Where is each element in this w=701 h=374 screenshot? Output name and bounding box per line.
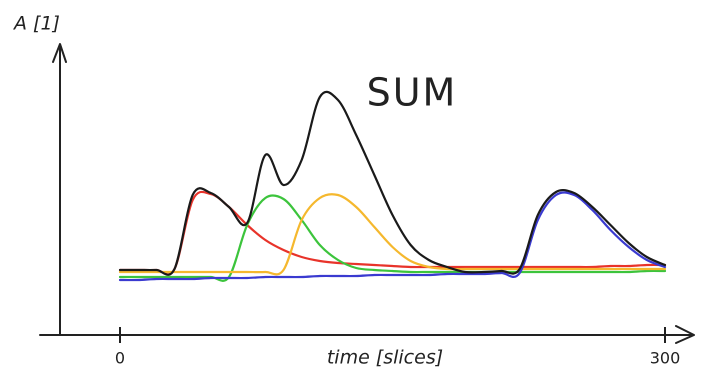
x-axis (39, 325, 695, 344)
sum-annotation: SUM (367, 71, 458, 115)
line-series (118, 90, 667, 276)
line-series (118, 191, 667, 282)
y-axis-label: A [1] (12, 13, 60, 35)
line-series (118, 193, 667, 276)
x-tick-label: 300 (650, 349, 681, 368)
x-axis-label: time [slices] (327, 347, 443, 369)
x-tick-label: 0 (115, 349, 125, 368)
line-series (118, 190, 667, 276)
y-axis (52, 43, 67, 336)
